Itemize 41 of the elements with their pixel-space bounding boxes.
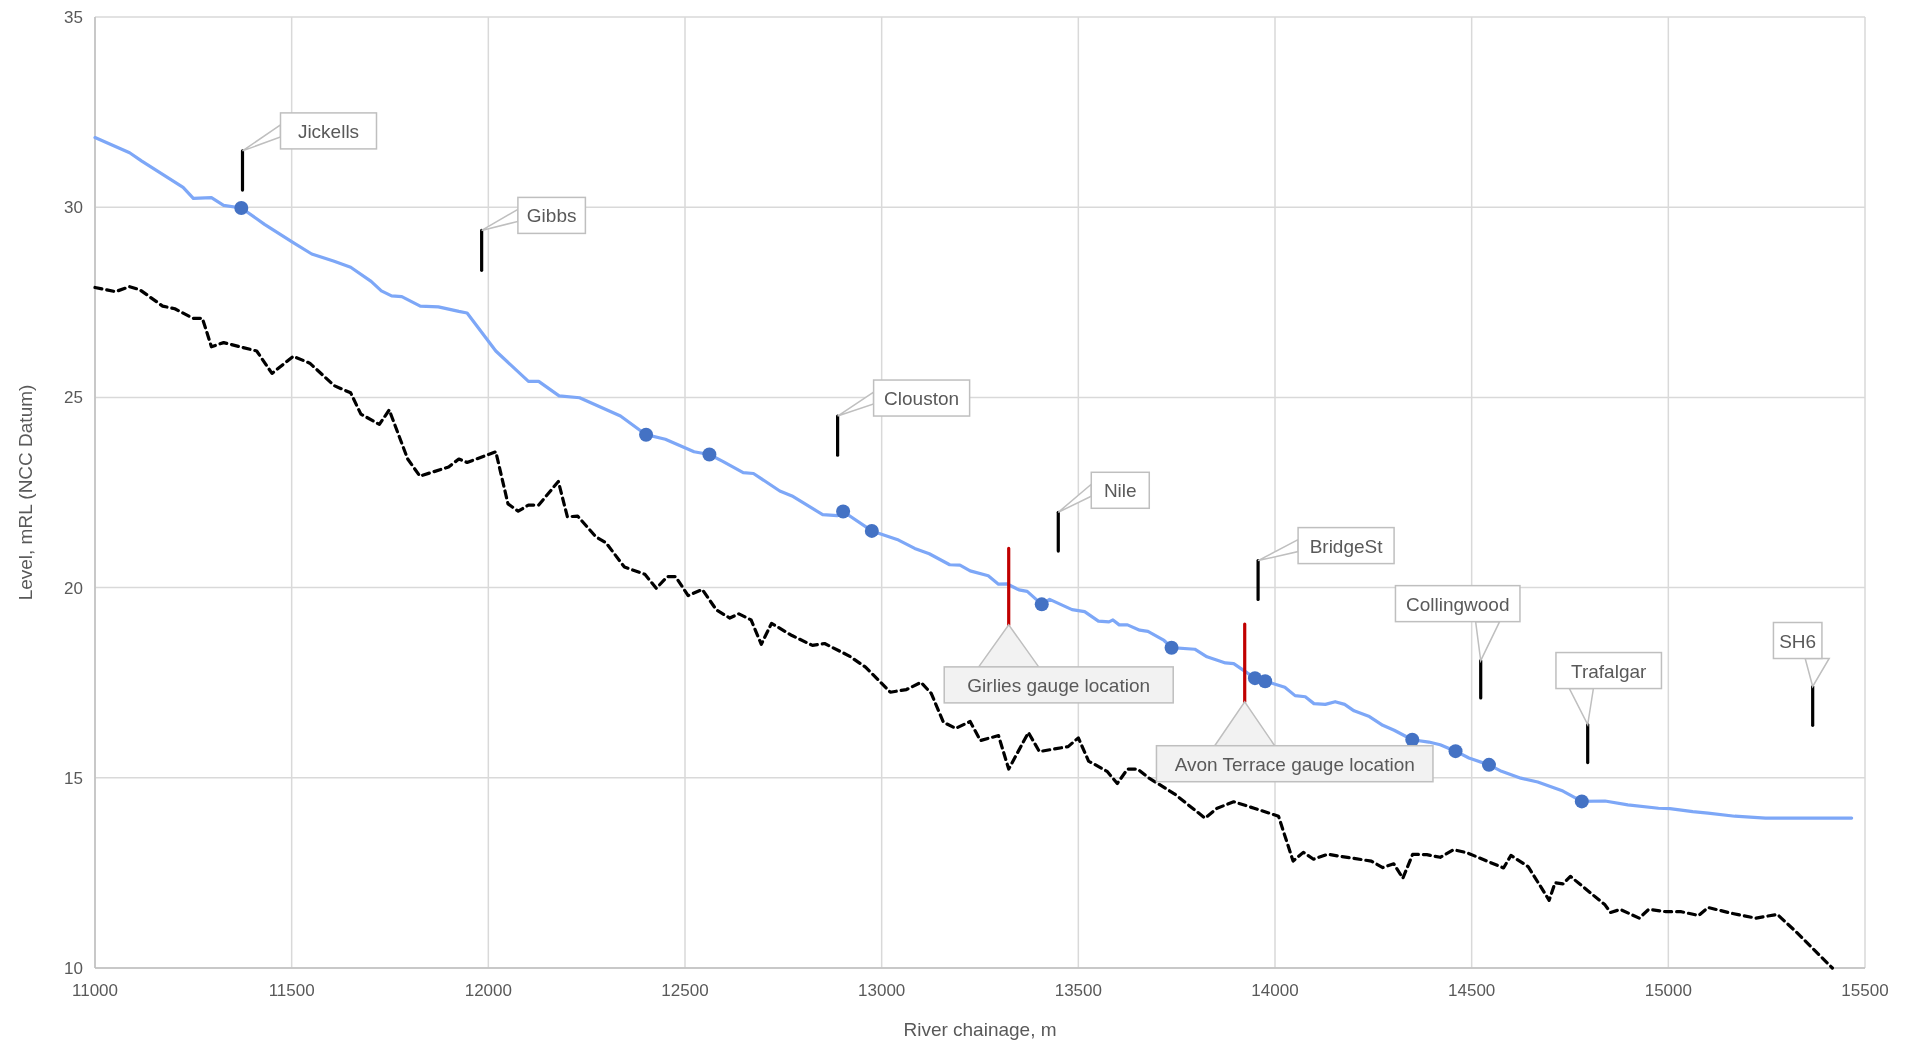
point	[1448, 744, 1463, 759]
line-series	[93, 285, 1834, 970]
x-tick-label: 13500	[1054, 981, 1102, 1000]
annotation: Avon Terrace gauge location	[1174, 753, 1415, 775]
point	[1164, 640, 1179, 655]
point	[1034, 597, 1049, 612]
y-tick-label: 10	[64, 959, 83, 978]
annotation: Collingwood	[1405, 593, 1510, 615]
y-tick-label: 35	[64, 8, 83, 27]
point	[702, 447, 717, 462]
point	[1258, 674, 1273, 689]
y-axis-title: Level, mRL (NCC Datum)	[15, 384, 36, 601]
x-tick-label: 15000	[1644, 981, 1692, 1000]
point	[639, 427, 654, 442]
x-tick-label: 11000	[71, 981, 119, 1000]
annotation: Nile	[1103, 480, 1137, 502]
y-tick-label: 25	[64, 388, 83, 408]
annotation: Girlies gauge location	[967, 674, 1151, 696]
y-tick-label: 20	[64, 578, 83, 598]
x-tick-label: 13000	[858, 981, 906, 1000]
annotation: Gibbs	[526, 205, 577, 227]
annotation: Clouston	[884, 388, 960, 410]
annotation: SH6	[1779, 630, 1817, 652]
x-axis-title: River chainage, m	[903, 1019, 1057, 1040]
annotation: Jickells	[297, 120, 360, 142]
point	[1481, 757, 1496, 772]
annotation: Trafalgar	[1571, 660, 1648, 682]
point	[1405, 732, 1420, 747]
x-tick-label: 15500	[1841, 981, 1889, 1000]
x-tick-label: 14000	[1251, 981, 1299, 1000]
point	[836, 504, 851, 519]
annotation: BridgeSt	[1309, 535, 1384, 557]
x-tick-label: 14500	[1448, 981, 1496, 1000]
x-tick-label: 12000	[464, 981, 512, 1000]
x-tick-label: 11500	[268, 981, 315, 1000]
point	[864, 523, 879, 538]
point	[1574, 794, 1589, 809]
y-tick-label: 15	[64, 768, 83, 788]
x-tick-label: 12500	[661, 981, 709, 1000]
point	[234, 200, 249, 215]
y-tick-label: 30	[64, 198, 83, 218]
